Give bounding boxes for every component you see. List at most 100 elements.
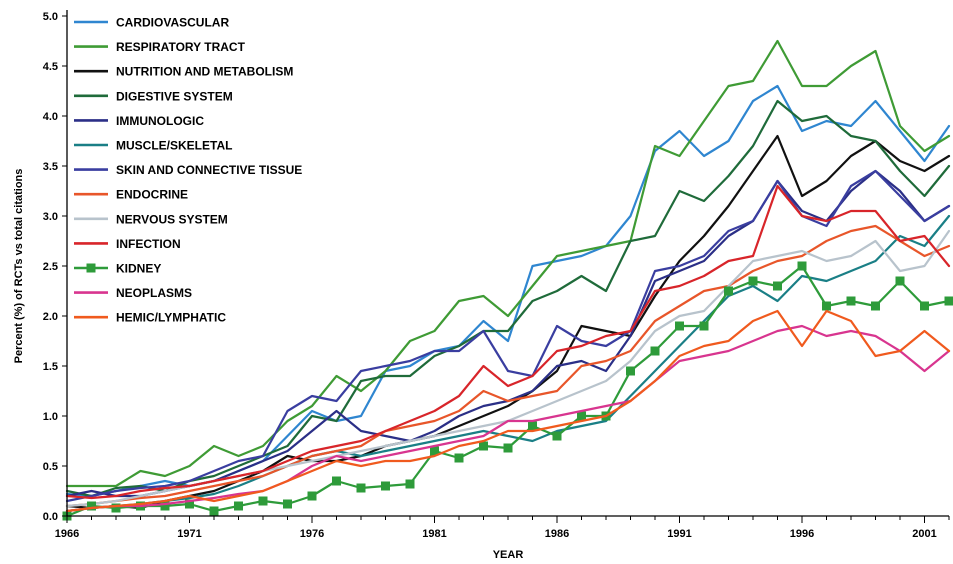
data-point [381, 481, 390, 491]
y-axis-title: Percent (%) of RCTs vs total citations [13, 169, 25, 364]
legend-label: KIDNEY [116, 262, 161, 276]
y-tick-label: 3.0 [43, 211, 58, 223]
data-point [871, 301, 880, 311]
data-point [528, 421, 537, 431]
legend-label: INFECTION [116, 237, 181, 251]
data-point [209, 506, 219, 516]
y-tick-label: 4.5 [43, 61, 58, 73]
x-tick-label: 2001 [912, 528, 936, 540]
data-point [577, 411, 586, 421]
data-point [699, 321, 709, 331]
legend-item: MUSCLE/SKELETAL [74, 139, 232, 153]
series-line [65, 39, 951, 488]
x-tick-label: 1996 [790, 528, 814, 540]
legend-label: ENDOCRINE [116, 188, 188, 202]
legend-item: HEMIC/LYMPHATIC [74, 311, 226, 325]
series-2 [65, 134, 951, 510]
data-point [797, 261, 807, 271]
data-point [479, 441, 488, 451]
legend-item: IMMUNOLOGIC [74, 114, 204, 128]
legend-item: NEOPLASMS [74, 286, 192, 300]
legend-item: NERVOUS SYSTEM [74, 212, 228, 226]
data-point [920, 301, 929, 311]
data-point [895, 276, 905, 286]
data-point [405, 479, 415, 489]
data-point [944, 296, 953, 306]
data-point [454, 453, 464, 463]
y-tick-label: 2.0 [43, 311, 58, 323]
series-3 [65, 99, 951, 498]
legend-label: DIGESTIVE SYSTEM [116, 89, 233, 103]
data-point [503, 443, 513, 453]
legend-item: SKIN AND CONNECTIVE TISSUE [74, 163, 302, 177]
data-point [356, 483, 366, 493]
legend-item: NUTRITION AND METABOLISM [74, 65, 293, 79]
series-line [65, 229, 951, 508]
legend-item: DIGESTIVE SYSTEM [74, 89, 233, 103]
legend-label: NEOPLASMS [116, 286, 192, 300]
x-tick-label: 1966 [55, 528, 79, 540]
series-line [65, 224, 951, 508]
legend-item: INFECTION [74, 237, 181, 251]
legend-item: KIDNEY [74, 262, 161, 276]
y-tick-label: 1.5 [43, 361, 58, 373]
data-point [160, 501, 170, 511]
data-point [773, 281, 782, 291]
legend-label: HEMIC/LYMPHATIC [116, 311, 226, 325]
data-point [283, 499, 292, 509]
data-point [111, 503, 121, 513]
legend-label: CARDIOVASCULAR [116, 16, 229, 30]
legend: CARDIOVASCULAR RESPIRATORY TRACT NUTRITION… [74, 16, 302, 325]
data-point [234, 501, 243, 511]
y-tick-label: 0.5 [43, 461, 58, 473]
series-line [65, 99, 951, 498]
series-8 [65, 229, 951, 508]
legend-item: CARDIOVASCULAR [74, 16, 229, 30]
series-line [65, 134, 951, 510]
series-9 [65, 184, 951, 500]
series-12 [65, 309, 951, 513]
x-axis-title: YEAR [493, 549, 524, 561]
data-point [626, 366, 635, 376]
series-5 [65, 214, 951, 513]
legend-label: NUTRITION AND METABOLISM [116, 65, 293, 79]
legend-label: SKIN AND CONNECTIVE TISSUE [116, 163, 302, 177]
data-point [258, 496, 268, 506]
data-point [822, 301, 831, 311]
y-tick-label: 4.0 [43, 111, 58, 123]
data-point [430, 446, 439, 456]
x-tick-label: 1971 [177, 528, 201, 540]
y-tick-label: 1.0 [43, 411, 58, 423]
y-tick-label: 3.5 [43, 161, 58, 173]
x-tick-label: 1991 [667, 528, 691, 540]
series-10 [62, 261, 953, 521]
data-point [748, 276, 758, 286]
data-point [650, 346, 660, 356]
x-tick-label: 1976 [300, 528, 324, 540]
x-tick-label: 1981 [422, 528, 446, 540]
series-line [65, 184, 951, 500]
legend-item: ENDOCRINE [74, 188, 188, 202]
data-point [332, 476, 341, 486]
series-11 [65, 324, 951, 513]
data-point [307, 491, 317, 501]
axes: 0.0 0.5 1.0 1.5 2.0 2.5 3.0 3.5 4.0 4.5 5.0 1966 197… [43, 10, 950, 540]
legend-label: IMMUNOLOGIC [116, 114, 204, 128]
data-point [724, 286, 733, 296]
series-line [65, 324, 951, 513]
y-tick-label: 0.0 [43, 511, 58, 523]
series-7 [65, 224, 951, 508]
x-tick-label: 1986 [545, 528, 569, 540]
data-point [675, 321, 684, 331]
data-point [185, 499, 194, 509]
data-point [552, 431, 562, 441]
legend-item: RESPIRATORY TRACT [74, 40, 246, 54]
series-line [65, 214, 951, 513]
y-tick-label: 2.5 [43, 261, 58, 273]
series-line [65, 309, 951, 513]
legend-label: RESPIRATORY TRACT [116, 40, 246, 54]
legend-label: NERVOUS SYSTEM [116, 212, 228, 226]
series-1 [65, 39, 951, 488]
data-point [87, 501, 96, 511]
